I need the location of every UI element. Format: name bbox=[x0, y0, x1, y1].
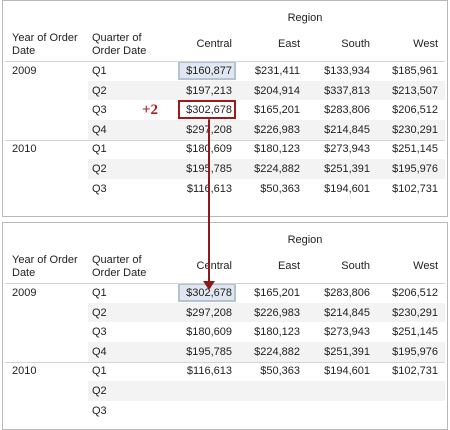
year-label: 2009 bbox=[12, 287, 37, 299]
row-band bbox=[88, 381, 445, 401]
quarter-label: Q2 bbox=[92, 306, 107, 319]
row-band bbox=[88, 159, 445, 179]
value-cell: $185,961 bbox=[392, 65, 438, 77]
value-cell: $251,145 bbox=[392, 143, 438, 156]
value-cell: $195,785 bbox=[186, 345, 232, 358]
value-cell: $224,882 bbox=[254, 345, 300, 358]
quarter-label: Q3 bbox=[92, 326, 107, 339]
column-header: Central bbox=[196, 260, 232, 272]
value-cell: $50,363 bbox=[260, 182, 300, 195]
value-cell: $50,363 bbox=[260, 365, 300, 378]
row-band bbox=[88, 302, 445, 323]
value-cell: $165,201 bbox=[254, 104, 300, 117]
quarter-label: Q1 bbox=[92, 143, 107, 156]
value-cell: $197,213 bbox=[186, 84, 232, 97]
group-divider bbox=[5, 139, 445, 141]
value-cell: $231,411 bbox=[254, 65, 300, 77]
value-cell: $251,145 bbox=[392, 326, 438, 339]
header-divider bbox=[5, 283, 445, 284]
value-cell: $273,943 bbox=[324, 326, 370, 339]
value-cell: $214,845 bbox=[324, 306, 370, 319]
value-cell: $302,678 bbox=[186, 104, 232, 117]
value-cell: $194,601 bbox=[324, 182, 370, 195]
column-group-header: Region bbox=[287, 12, 323, 24]
value-cell: $273,943 bbox=[324, 143, 370, 156]
value-cell: $165,201 bbox=[254, 287, 300, 299]
quarter-label: Q1 bbox=[92, 287, 107, 299]
value-cell: $230,291 bbox=[392, 306, 438, 319]
quarter-label: Q3 bbox=[92, 104, 107, 117]
quarter-label: Q1 bbox=[92, 365, 107, 378]
value-cell: $230,291 bbox=[392, 123, 438, 136]
quarter-label: Q2 bbox=[92, 385, 107, 397]
value-cell: $213,507 bbox=[392, 84, 438, 97]
value-cell: $302,678 bbox=[186, 287, 232, 299]
value-cell: $206,512 bbox=[392, 287, 438, 299]
quarter-label: Q3 bbox=[92, 182, 107, 195]
column-header: East bbox=[277, 38, 300, 50]
value-cell: $206,512 bbox=[392, 104, 438, 117]
row-band bbox=[88, 120, 445, 140]
quarter-label: Q2 bbox=[92, 163, 107, 175]
value-cell: $251,391 bbox=[324, 345, 370, 358]
value-cell: $224,882 bbox=[254, 163, 300, 175]
quarter-label: Q4 bbox=[92, 345, 107, 358]
column-header: Quarter of Order Date bbox=[92, 254, 147, 279]
value-cell: $214,845 bbox=[324, 123, 370, 136]
offset-annotation: +2 bbox=[142, 102, 159, 119]
column-header: South bbox=[341, 38, 370, 50]
value-cell: $337,813 bbox=[324, 84, 370, 97]
column-header: West bbox=[413, 260, 438, 272]
value-cell: $133,934 bbox=[324, 65, 370, 77]
quarter-label: Q2 bbox=[92, 84, 107, 97]
value-cell: $283,806 bbox=[324, 287, 370, 299]
value-cell: $102,731 bbox=[392, 365, 438, 378]
value-cell: $195,976 bbox=[392, 163, 438, 175]
column-group-header: Region bbox=[287, 234, 323, 246]
quarter-label: Q3 bbox=[92, 404, 107, 417]
top-view bbox=[2, 0, 448, 217]
quarter-label: Q4 bbox=[92, 123, 107, 136]
column-header: Year of Order Date bbox=[12, 32, 78, 57]
row-band bbox=[88, 80, 445, 101]
column-header: West bbox=[413, 38, 438, 50]
column-header: South bbox=[341, 260, 370, 272]
value-cell: $204,914 bbox=[254, 84, 300, 97]
column-header: Central bbox=[196, 38, 232, 50]
value-cell: $180,609 bbox=[186, 326, 232, 339]
value-cell: $297,208 bbox=[186, 306, 232, 319]
header-divider bbox=[5, 61, 445, 62]
row-band bbox=[88, 342, 445, 362]
column-header: Year of Order Date bbox=[12, 254, 78, 279]
value-cell: $251,391 bbox=[324, 163, 370, 175]
value-cell: $226,983 bbox=[254, 306, 300, 319]
selection-box bbox=[178, 100, 236, 120]
value-cell: $283,806 bbox=[324, 104, 370, 117]
group-divider bbox=[5, 361, 445, 363]
value-cell: $116,613 bbox=[186, 365, 232, 378]
value-cell: $160,877 bbox=[186, 65, 232, 77]
column-header: Quarter of Order Date bbox=[92, 32, 147, 57]
column-header: East bbox=[277, 260, 300, 272]
year-label: 2010 bbox=[12, 365, 37, 378]
value-cell: $226,983 bbox=[254, 123, 300, 136]
year-label: 2009 bbox=[12, 65, 37, 77]
value-cell: $102,731 bbox=[392, 182, 438, 195]
value-cell: $180,123 bbox=[254, 143, 300, 156]
quarter-label: Q1 bbox=[92, 65, 107, 77]
value-cell: $195,976 bbox=[392, 345, 438, 358]
value-cell: $194,601 bbox=[324, 365, 370, 378]
highlight-box bbox=[178, 61, 236, 80]
year-label: 2010 bbox=[12, 143, 37, 156]
value-cell: $180,123 bbox=[254, 326, 300, 339]
